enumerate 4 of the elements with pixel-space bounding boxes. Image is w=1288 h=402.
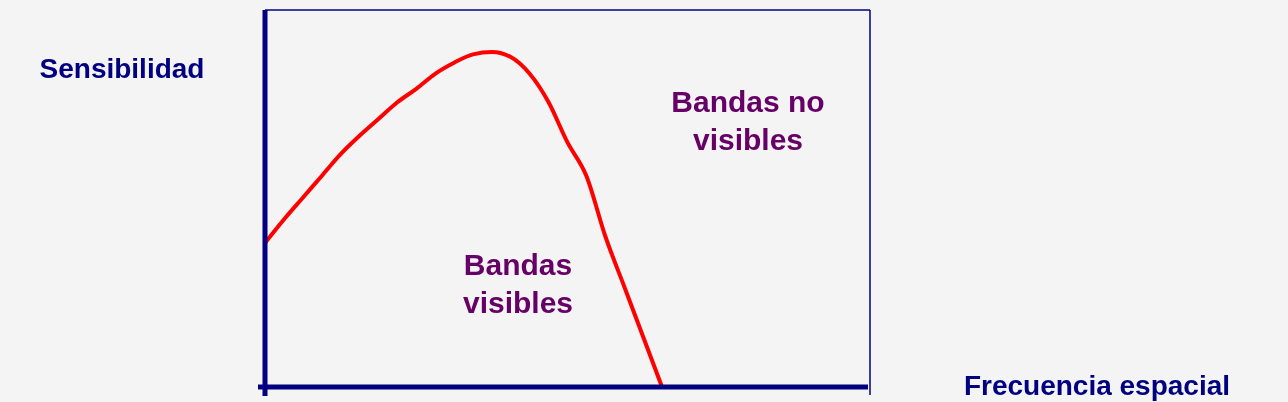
annotation: Bandas no visibles (671, 85, 825, 156)
annotation: Bandas visibles (462, 248, 574, 319)
y-axis-title: Sensibilidad (39, 53, 205, 84)
x-axis-title: Frecuencia espacial (963, 370, 1231, 401)
